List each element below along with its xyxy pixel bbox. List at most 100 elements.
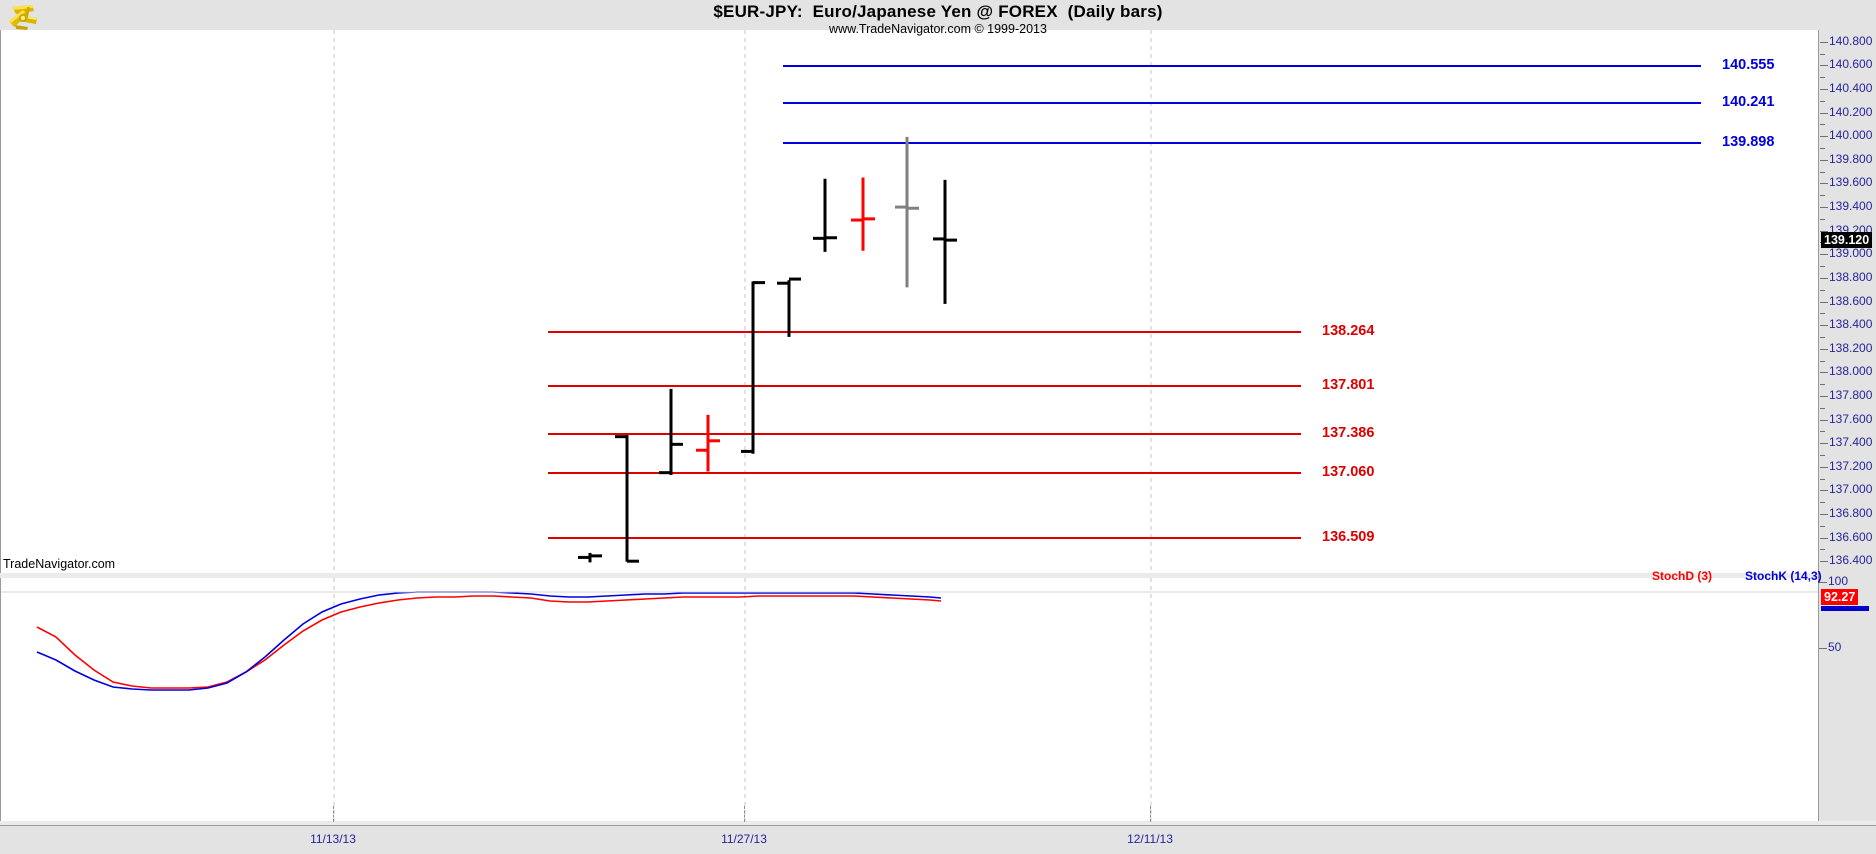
price-axis-minor-tick xyxy=(1820,289,1825,291)
price-axis-minor-tick xyxy=(1820,148,1825,150)
price-axis-minor-tick xyxy=(1820,100,1825,102)
chart-subtitle: www.TradeNavigator.com © 1999-2013 xyxy=(829,22,1047,36)
price-axis-tick xyxy=(1820,159,1828,161)
price-axis-tick xyxy=(1820,372,1828,374)
watermark-text: TradeNavigator.com xyxy=(3,557,116,571)
price-axis-label: 139.000 xyxy=(1829,246,1873,261)
price-axis-label: 139.800 xyxy=(1829,151,1873,166)
price-axis-label: 140.000 xyxy=(1829,128,1873,143)
stochastic-plot xyxy=(1,578,1818,821)
price-axis-label: 140.200 xyxy=(1829,104,1873,119)
price-axis-minor-tick xyxy=(1820,171,1825,173)
date-axis-label: 11/13/13 xyxy=(310,832,356,846)
price-axis-tick xyxy=(1820,490,1828,492)
price-axis-tick xyxy=(1820,89,1828,91)
ohlc-bar[interactable] xyxy=(777,277,801,337)
price-axis-tick xyxy=(1820,230,1828,232)
price-axis-label: 138.600 xyxy=(1829,293,1873,308)
price-axis-tick xyxy=(1820,112,1828,114)
price-axis-label: 139.400 xyxy=(1829,199,1873,214)
date-axis-label: 12/11/13 xyxy=(1127,832,1173,846)
price-axis-minor-tick xyxy=(1820,549,1825,551)
price-axis-label: 137.000 xyxy=(1829,482,1873,497)
price-axis-tick xyxy=(1820,207,1828,209)
price-axis-minor-tick xyxy=(1820,384,1825,386)
header-band xyxy=(0,0,1876,30)
price-axis-tick xyxy=(1820,419,1828,421)
indicator-series-k xyxy=(36,591,942,691)
price-axis-label: 136.600 xyxy=(1829,529,1873,544)
ohlc-bar[interactable] xyxy=(851,177,875,251)
ohlc-bar[interactable] xyxy=(615,434,639,563)
price-axis-label: 136.400 xyxy=(1829,553,1873,568)
chart-title: $EUR-JPY: Euro/Japanese Yen @ FOREX (Dai… xyxy=(713,2,1163,21)
price-axis-tick xyxy=(1820,395,1828,397)
price-axis-label: 137.800 xyxy=(1829,387,1873,402)
price-axis-label: 137.200 xyxy=(1829,458,1873,473)
ohlc-bar[interactable] xyxy=(895,136,919,288)
price-axis-tick xyxy=(1820,183,1828,185)
price-axis-tick xyxy=(1820,254,1828,256)
price-axis-label: 140.400 xyxy=(1829,81,1873,96)
price-axis-tick xyxy=(1820,561,1828,563)
ohlc-bar[interactable] xyxy=(813,178,837,252)
price-axis-minor-tick xyxy=(1820,431,1825,433)
price-axis-label: 138.800 xyxy=(1829,269,1873,284)
ohlc-bar[interactable] xyxy=(578,552,602,563)
price-axis-tick xyxy=(1820,65,1828,67)
price-axis-label: 136.800 xyxy=(1829,505,1873,520)
price-axis-tick xyxy=(1820,348,1828,350)
price-axis-minor-tick xyxy=(1820,336,1825,338)
price-axis-label: 138.000 xyxy=(1829,364,1873,379)
price-axis-minor-tick xyxy=(1820,266,1825,268)
price-axis-minor-tick xyxy=(1820,218,1825,220)
date-axis-tick xyxy=(333,806,334,822)
price-axis-tick xyxy=(1820,41,1828,43)
ohlc-bar[interactable] xyxy=(741,281,765,454)
price-axis-tick xyxy=(1820,277,1828,279)
panel-divider-bottom xyxy=(0,821,1876,825)
price-axis-label: 140.800 xyxy=(1829,33,1873,48)
price-plot xyxy=(333,30,1701,573)
price-axis-minor-tick xyxy=(1820,77,1825,79)
price-axis-label: 137.600 xyxy=(1829,411,1873,426)
price-axis-minor-tick xyxy=(1820,454,1825,456)
date-axis-label: 11/27/13 xyxy=(721,832,767,846)
price-axis-minor-tick xyxy=(1820,407,1825,409)
ohlc-bar[interactable] xyxy=(696,414,720,472)
price-axis-minor-tick xyxy=(1820,53,1825,55)
price-axis-label: 138.200 xyxy=(1829,340,1873,355)
price-axis-minor-tick xyxy=(1820,478,1825,480)
tradenavigator-sextant-logo xyxy=(9,5,37,30)
price-axis-label: 138.400 xyxy=(1829,317,1873,332)
price-axis-minor-tick xyxy=(1820,313,1825,315)
price-axis-minor-tick xyxy=(1820,502,1825,504)
stochastic-panel[interactable] xyxy=(0,578,1818,821)
price-axis-tick xyxy=(1820,136,1828,138)
ohlc-bar[interactable] xyxy=(933,179,957,304)
date-axis-tick xyxy=(744,806,745,822)
price-axis-minor-tick xyxy=(1820,195,1825,197)
price-axis-label: 139.600 xyxy=(1829,175,1873,190)
price-axis-minor-tick xyxy=(1820,242,1825,244)
date-axis-tick xyxy=(1150,806,1151,822)
date-axis: 11/13/13 11/27/13 12/11/13 xyxy=(0,825,1876,854)
price-axis-tick xyxy=(1820,301,1828,303)
indicator-series-d xyxy=(36,595,942,689)
price-axis-tick xyxy=(1820,537,1828,539)
price-axis-tick xyxy=(1820,325,1828,327)
price-axis-label: 137.400 xyxy=(1829,435,1873,450)
price-axis-label: 139.200 xyxy=(1829,222,1873,237)
price-axis-tick xyxy=(1820,443,1828,445)
price-axis-minor-tick xyxy=(1820,124,1825,126)
price-axis-minor-tick xyxy=(1820,360,1825,362)
price-axis-tick xyxy=(1820,466,1828,468)
price-panel[interactable] xyxy=(0,30,1818,573)
price-axis-minor-tick xyxy=(1820,525,1825,527)
price-axis[interactable]: 140.800 140.600 140.400 140.200 140.000 139.8… xyxy=(1818,30,1876,821)
panel-divider xyxy=(0,573,1818,578)
ohlc-bar[interactable] xyxy=(659,388,683,476)
price-axis-tick xyxy=(1820,513,1828,515)
price-axis-label: 140.600 xyxy=(1829,57,1873,72)
